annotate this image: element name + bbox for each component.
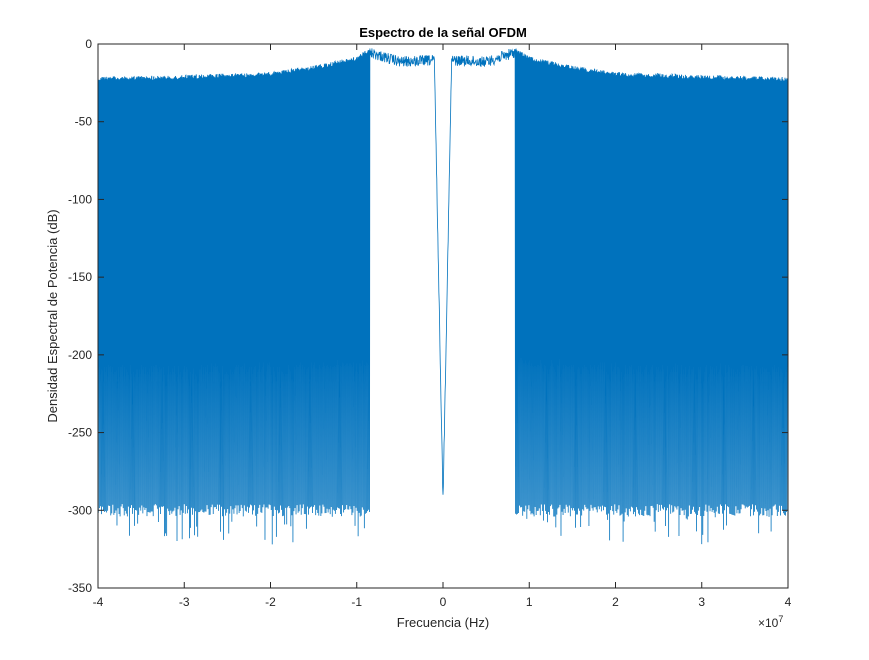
y-tick-label: 0 — [85, 37, 92, 51]
plot-area — [98, 48, 788, 545]
x-tick-label: 4 — [785, 595, 792, 609]
y-tick-label: -200 — [68, 348, 92, 362]
x-axis-multiplier-base: ×10 — [758, 616, 779, 630]
x-tick-label: -1 — [351, 595, 362, 609]
x-axis-label: Frecuencia (Hz) — [397, 615, 489, 630]
y-tick-label: -350 — [68, 581, 92, 595]
y-axis-label: Densidad Espectral de Potencia (dB) — [45, 209, 60, 422]
y-tick-label: -300 — [68, 503, 92, 517]
y-tick-label: -150 — [68, 270, 92, 284]
x-tick-label: 1 — [526, 595, 533, 609]
x-axis-multiplier: ×107 — [758, 614, 783, 630]
chart-title: Espectro de la señal OFDM — [359, 25, 527, 40]
y-tick-label: -100 — [68, 192, 92, 206]
x-tick-label: -2 — [265, 595, 276, 609]
axes: -4 -3 -2 -1 0 1 2 3 4 0 -50 -100 -150 -200 -250 -300 -35… — [68, 37, 792, 609]
y-tick-label: -250 — [68, 426, 92, 440]
x-tick-label: -4 — [93, 595, 104, 609]
x-tick-label: 2 — [612, 595, 619, 609]
x-axis-multiplier-exponent: 7 — [778, 614, 783, 624]
series-line — [98, 48, 788, 545]
x-tick-label: 0 — [440, 595, 447, 609]
x-tick-label: -3 — [179, 595, 190, 609]
x-tick-label: 3 — [698, 595, 705, 609]
y-tick-label: -50 — [75, 115, 93, 129]
